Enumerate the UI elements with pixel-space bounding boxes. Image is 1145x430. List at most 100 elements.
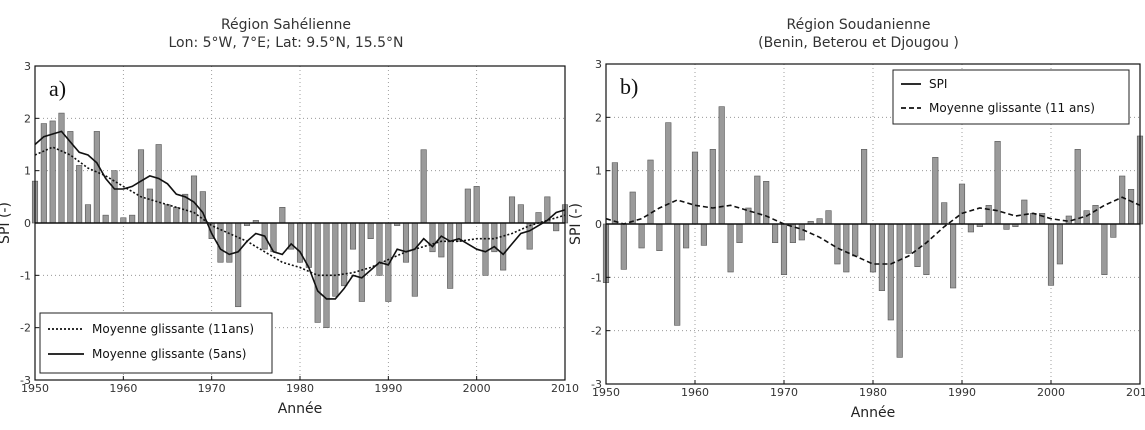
- x-tick-label: 1950: [21, 382, 49, 395]
- bar: [305, 222, 312, 268]
- y-axis-label: SPI (-): [568, 203, 584, 245]
- bar: [411, 222, 418, 297]
- y-tick-label: 0: [595, 218, 602, 231]
- y-tick-label: -2: [20, 322, 31, 335]
- bar: [93, 131, 100, 224]
- chart-subtitle: (Benin, Beterou et Djougou ): [758, 35, 959, 51]
- bar: [834, 223, 841, 265]
- bar: [173, 207, 180, 224]
- bar: [958, 183, 966, 225]
- chart-title: Région Soudanienne: [786, 17, 931, 33]
- bar: [164, 204, 171, 224]
- bar: [553, 222, 560, 232]
- bar: [994, 141, 1001, 225]
- y-axis-label: SPI (-): [0, 202, 13, 244]
- bar: [798, 223, 805, 241]
- bar: [111, 170, 118, 224]
- bar: [772, 223, 779, 243]
- bar: [464, 188, 471, 224]
- bar: [754, 175, 761, 225]
- chart-panel-b: Région Soudanienne (Benin, Beterou et Dj…: [568, 0, 1145, 430]
- x-tick-label: 1990: [374, 382, 402, 395]
- bar: [438, 222, 445, 258]
- bar: [279, 207, 286, 224]
- bar: [932, 157, 939, 225]
- bar: [332, 222, 339, 297]
- bar: [500, 222, 507, 271]
- y-tick-label: -1: [591, 271, 602, 284]
- y-tick-label: -3: [20, 374, 31, 387]
- legend-label: Moyenne glissante (11 ans): [929, 101, 1095, 115]
- y-tick-label: -3: [591, 378, 602, 391]
- legend-label: SPI: [929, 77, 947, 91]
- bar: [700, 223, 707, 246]
- bar: [941, 202, 948, 225]
- bar: [780, 223, 788, 275]
- bar: [1128, 189, 1135, 225]
- bar: [349, 222, 357, 250]
- bar: [146, 188, 153, 224]
- series-line: [605, 196, 1141, 265]
- chart-panel-a: Région Sahélienne Lon: 5°W, 7°E; Lat: 9.…: [0, 0, 579, 430]
- x-tick-label: 1960: [109, 382, 137, 395]
- bar: [727, 223, 734, 273]
- bar: [84, 204, 92, 224]
- x-tick-label: 1970: [198, 382, 226, 395]
- bar: [314, 222, 321, 323]
- bar: [647, 159, 654, 225]
- bar: [1047, 223, 1055, 286]
- bar: [1030, 213, 1037, 225]
- y-tick-label: 1: [595, 165, 602, 178]
- legend-label: Moyenne glissante (5ans): [92, 347, 246, 361]
- y-tick-label: -2: [591, 325, 602, 338]
- chart-b-svg: 1950 1960 1970 1980 1990 2000 2010 3 2 1 0 -1 -2 -3 An…: [568, 58, 1145, 421]
- panel-label: a): [49, 76, 66, 101]
- panel-label: b): [620, 74, 638, 99]
- bar: [358, 222, 365, 302]
- bar: [341, 222, 348, 287]
- bar: [905, 223, 912, 254]
- bar: [985, 205, 992, 225]
- y-tick-label: 2: [24, 112, 31, 125]
- bar: [402, 222, 410, 263]
- legend-label: Moyenne glissante (11ans): [92, 322, 254, 336]
- bar: [887, 223, 894, 321]
- bar: [1092, 205, 1099, 225]
- bar: [1056, 223, 1063, 265]
- y-tick-label: 3: [24, 60, 31, 73]
- bar: [420, 149, 427, 224]
- bar: [656, 223, 663, 251]
- bar: [709, 149, 716, 225]
- bar: [226, 222, 233, 263]
- bar: [376, 222, 383, 276]
- bar: [691, 151, 699, 225]
- x-tick-label: 1970: [770, 386, 798, 399]
- bar: [950, 223, 957, 289]
- bar: [611, 162, 618, 225]
- x-tick-label: 2000: [1037, 386, 1065, 399]
- x-tick-label: 2010: [551, 382, 579, 395]
- bar: [76, 165, 83, 224]
- bar: [235, 222, 242, 308]
- bar: [629, 191, 636, 225]
- bar: [155, 144, 162, 224]
- bar: [674, 223, 681, 326]
- bar: [508, 196, 516, 224]
- x-tick-label: 1980: [286, 382, 314, 395]
- bar: [665, 122, 672, 225]
- y-tick-label: 3: [595, 58, 602, 71]
- legend-box: [892, 69, 1130, 125]
- bar: [914, 223, 921, 267]
- bar: [137, 149, 145, 224]
- x-axis-label: Année: [278, 401, 323, 417]
- bar: [843, 223, 850, 273]
- y-tick-label: 0: [24, 217, 31, 230]
- bar: [683, 223, 690, 249]
- x-tick-label: 1990: [948, 386, 976, 399]
- bar: [482, 222, 489, 276]
- x-tick-label: 2000: [463, 382, 491, 395]
- bar: [473, 186, 480, 224]
- bar: [736, 223, 743, 243]
- bar: [49, 120, 56, 224]
- bar: [1074, 149, 1081, 225]
